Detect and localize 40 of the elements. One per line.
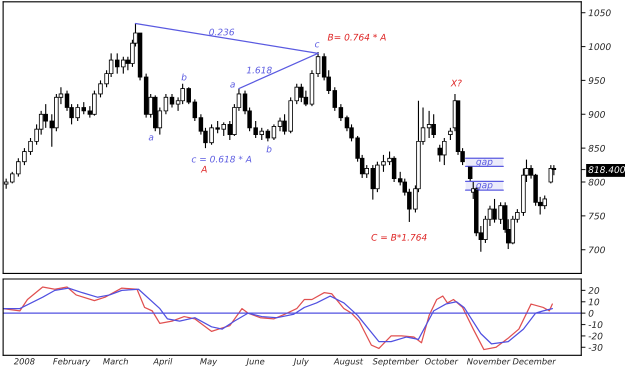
y-tick-label: 10: [588, 298, 600, 306]
y-tick-label: 20: [588, 287, 600, 294]
x-tick-label: August: [333, 358, 364, 366]
x-tick-label: February: [53, 358, 90, 366]
band-label: gap: [476, 183, 492, 190]
annotation: b: [266, 145, 272, 152]
annotation: c = 0.618 * A: [192, 156, 252, 163]
y-tick-label: 900: [588, 111, 605, 118]
x-tick-label: June: [245, 358, 264, 366]
annotation: 0.236: [209, 28, 234, 36]
x-tick-label: September: [372, 358, 420, 366]
annotation: X?: [450, 80, 462, 86]
y-tick-label: 800: [588, 178, 605, 186]
annotation: b: [182, 74, 187, 81]
annotation: c: [314, 42, 320, 48]
y-tick-label: 1050: [588, 9, 611, 16]
y-tick-label: 0: [588, 310, 594, 317]
x-tick-label: November: [466, 358, 511, 364]
y-tick-label: 818.400: [588, 166, 625, 174]
x-tick-label: December: [512, 358, 556, 364]
annotation: A: [200, 166, 207, 172]
y-tick-label: 750: [589, 212, 605, 220]
annotation: C = B*1.764: [371, 234, 427, 241]
y-tick-label: -20: [588, 332, 602, 340]
y-tick-label: 950: [588, 77, 605, 84]
y-tick-label: -10: [588, 321, 602, 328]
annotation: a: [230, 82, 235, 88]
annotation: B= 0.764 * A: [328, 34, 386, 41]
annotation: 1.618: [246, 66, 272, 74]
x-tick-label: May: [200, 358, 218, 366]
x-tick-label: 2008: [14, 358, 35, 364]
x-tick-label: July: [292, 358, 309, 366]
y-tick-label: 700: [589, 246, 605, 254]
y-tick-label: -30: [588, 344, 602, 351]
y-tick-label: 850: [588, 144, 605, 152]
x-tick-label: April: [152, 358, 172, 366]
x-tick-label: March: [103, 358, 128, 364]
x-tick-label: October: [424, 358, 458, 364]
y-tick-label: 1000: [588, 43, 611, 50]
annotation: a: [148, 135, 154, 141]
